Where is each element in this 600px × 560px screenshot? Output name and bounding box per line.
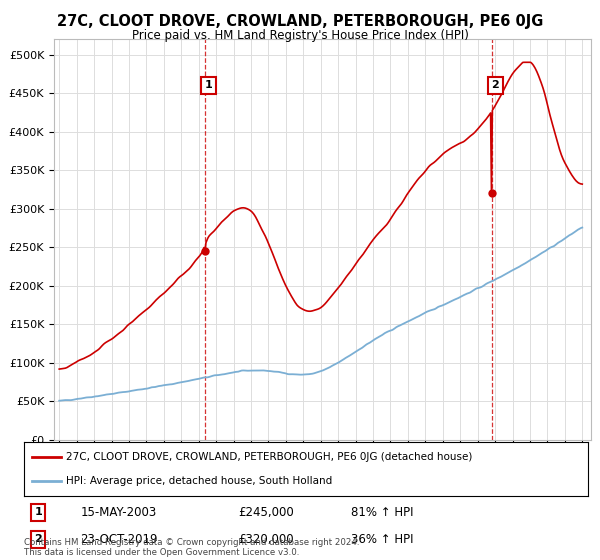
Text: 1: 1 [34,507,42,517]
Text: 23-OCT-2019: 23-OCT-2019 [80,533,158,546]
Text: 27C, CLOOT DROVE, CROWLAND, PETERBOROUGH, PE6 0JG (detached house): 27C, CLOOT DROVE, CROWLAND, PETERBOROUGH… [66,452,473,462]
Text: Contains HM Land Registry data © Crown copyright and database right 2024.
This d: Contains HM Land Registry data © Crown c… [24,538,359,557]
Text: £245,000: £245,000 [238,506,294,519]
Text: 2: 2 [491,81,499,90]
Text: £320,000: £320,000 [238,533,294,546]
Text: 81% ↑ HPI: 81% ↑ HPI [351,506,413,519]
Text: 27C, CLOOT DROVE, CROWLAND, PETERBOROUGH, PE6 0JG: 27C, CLOOT DROVE, CROWLAND, PETERBOROUGH… [57,14,543,29]
Text: HPI: Average price, detached house, South Holland: HPI: Average price, detached house, Sout… [66,476,332,486]
Text: Price paid vs. HM Land Registry's House Price Index (HPI): Price paid vs. HM Land Registry's House … [131,29,469,42]
Text: 1: 1 [205,81,212,90]
Text: 15-MAY-2003: 15-MAY-2003 [80,506,157,519]
Text: 2: 2 [34,534,42,544]
Text: 36% ↑ HPI: 36% ↑ HPI [351,533,413,546]
